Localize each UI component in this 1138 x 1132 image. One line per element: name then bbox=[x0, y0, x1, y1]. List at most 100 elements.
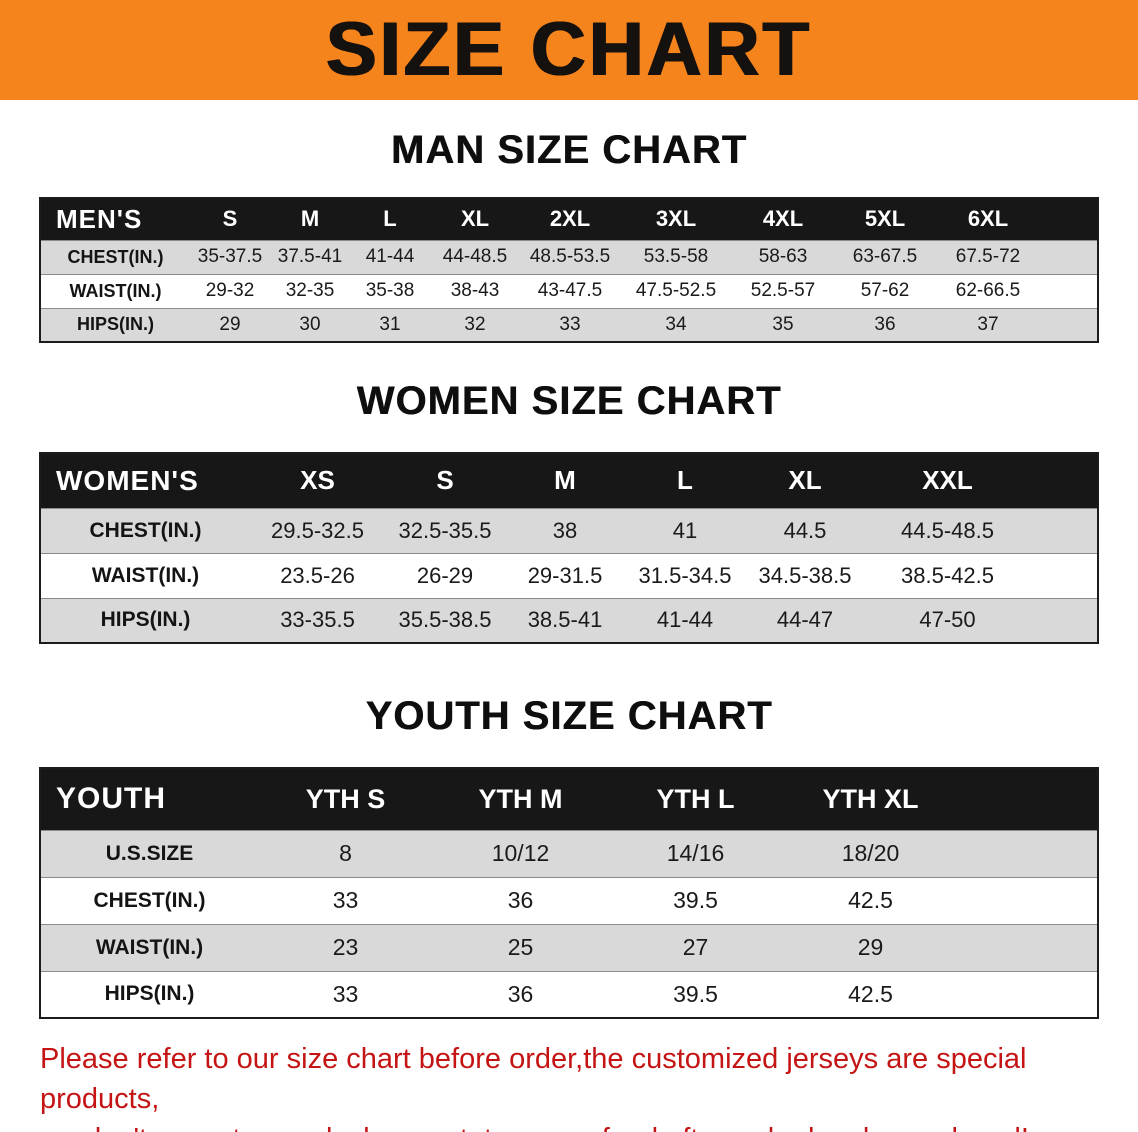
size-column-header: YTH XL bbox=[822, 783, 919, 814]
size-value-cell: 36 bbox=[507, 980, 534, 1007]
size-value-cell: 62-66.5 bbox=[955, 280, 1021, 301]
size-value-cell: 67.5-72 bbox=[955, 246, 1021, 267]
size-value-cell: 52.5-57 bbox=[750, 280, 816, 301]
size-value-cell: 57-62 bbox=[860, 280, 910, 301]
size-column-header: XS bbox=[300, 465, 335, 496]
size-value-cell: 38-43 bbox=[450, 280, 500, 301]
size-value-cell: 29-31.5 bbox=[527, 562, 603, 588]
size-value-cell: 10/12 bbox=[491, 840, 550, 866]
measure-row: WAIST(IN.) 23 25 27 29 bbox=[40, 924, 1098, 971]
size-value-cell: 44-48.5 bbox=[442, 246, 508, 267]
size-value-cell: 34.5-38.5 bbox=[758, 562, 852, 588]
size-value-cell: 48.5-53.5 bbox=[529, 246, 611, 267]
size-value-cell: 41 bbox=[672, 517, 698, 543]
page-title: SIZE CHART bbox=[326, 7, 812, 92]
size-value-cell: 35.5-38.5 bbox=[398, 607, 492, 633]
women-size-section: WOMEN SIZE CHART WOMEN'S XS S M L XL XXL CHEST(… bbox=[0, 379, 1138, 644]
size-value-cell: 44-47 bbox=[776, 607, 834, 633]
filler-cell bbox=[1040, 274, 1098, 308]
row-label: WAIST(IN.) bbox=[69, 280, 162, 301]
measure-row: WAIST(IN.) 23.5-26 26-29 29-31.5 31.5-34.5 34… bbox=[40, 553, 1098, 598]
size-value-cell: 33 bbox=[332, 980, 359, 1007]
row-label: HIPS(IN.) bbox=[104, 982, 195, 1006]
measure-row: CHEST(IN.) 35-37.5 37.5-41 41-44 44-48.5 48.5… bbox=[40, 240, 1098, 274]
notice-line-2: we don't accept cancel, change, teturn o… bbox=[40, 1119, 1100, 1132]
size-value-cell: 42.5 bbox=[848, 980, 893, 1007]
size-value-cell: 39.5 bbox=[673, 980, 718, 1007]
filler-cell bbox=[1030, 598, 1098, 643]
size-value-cell: 8 bbox=[339, 840, 352, 866]
size-value-cell: 47-50 bbox=[919, 607, 976, 633]
measure-row: HIPS(IN.) 29 30 31 32 33 34 35 36 37 bbox=[40, 308, 1098, 342]
row-label: HIPS(IN.) bbox=[76, 314, 154, 335]
women-section-heading: WOMEN SIZE CHART bbox=[356, 379, 782, 423]
size-value-cell: 39.5 bbox=[673, 887, 718, 913]
size-column-header: M bbox=[300, 206, 320, 232]
men-size-table: MEN'S S M L XL 2XL 3XL 4XL 5XL 6XL CHEST(IN.) 35-37… bbox=[39, 197, 1099, 343]
filler-cell bbox=[958, 924, 1098, 971]
size-column-header: L bbox=[677, 465, 693, 496]
size-value-cell: 14/16 bbox=[666, 840, 725, 866]
size-value-cell: 33 bbox=[332, 887, 359, 913]
size-column-header: S bbox=[436, 465, 454, 496]
size-value-cell: 27 bbox=[682, 934, 709, 960]
row-label: HIPS(IN.) bbox=[100, 608, 191, 632]
filler-cell bbox=[958, 877, 1098, 924]
size-column-header: YTH M bbox=[478, 783, 563, 814]
man-section-heading: MAN SIZE CHART bbox=[390, 128, 748, 172]
size-value-cell: 53.5-58 bbox=[643, 246, 709, 267]
size-value-cell: 44.5 bbox=[783, 517, 827, 543]
size-value-cell: 31.5-34.5 bbox=[638, 562, 732, 588]
size-value-cell: 43-47.5 bbox=[537, 280, 603, 301]
size-value-cell: 23.5-26 bbox=[280, 562, 355, 588]
size-value-cell: 38.5-41 bbox=[527, 607, 603, 633]
filler-cell bbox=[1040, 308, 1098, 342]
size-column-header: XXL bbox=[922, 465, 973, 496]
size-value-cell: 47.5-52.5 bbox=[635, 280, 717, 301]
size-column-header: M bbox=[554, 465, 576, 496]
size-value-cell: 34 bbox=[665, 313, 687, 335]
women-size-table: WOMEN'S XS S M L XL XXL CHEST(IN.) 29.5-32.5 32.5… bbox=[39, 452, 1099, 644]
filler-cell bbox=[958, 971, 1098, 1018]
size-value-cell: 32-35 bbox=[285, 280, 335, 301]
measure-row: U.S.SIZE 8 10/12 14/16 18/20 bbox=[40, 830, 1098, 877]
size-value-cell: 29-32 bbox=[205, 280, 255, 301]
size-value-cell: 35-38 bbox=[365, 280, 415, 301]
size-column-header: 4XL bbox=[762, 206, 804, 232]
table-header-row: MEN'S S M L XL 2XL 3XL 4XL 5XL 6XL bbox=[40, 198, 1098, 240]
row-label: WAIST(IN.) bbox=[91, 563, 200, 587]
size-value-cell: 36 bbox=[874, 313, 896, 335]
size-value-cell: 44.5-48.5 bbox=[901, 517, 994, 543]
banner: SIZE CHART bbox=[0, 0, 1138, 100]
table-header-row: YOUTH YTH S YTH M YTH L YTH XL bbox=[40, 768, 1098, 830]
size-value-cell: 26-29 bbox=[416, 562, 474, 588]
row-label: CHEST(IN.) bbox=[67, 246, 164, 267]
size-value-cell: 35 bbox=[772, 313, 794, 335]
size-column-header: 6XL bbox=[967, 206, 1009, 232]
youth-size-section: YOUTH SIZE CHART YOUTH YTH S YTH M YTH L YTH… bbox=[0, 694, 1138, 1019]
table-title: YOUTH bbox=[56, 782, 166, 816]
size-value-cell: 33 bbox=[559, 313, 581, 335]
table-header-row: WOMEN'S XS S M L XL XXL bbox=[40, 453, 1098, 508]
youth-size-table: YOUTH YTH S YTH M YTH L YTH XL U.S.SIZE 8 10/12… bbox=[39, 767, 1099, 1019]
measure-row: HIPS(IN.) 33-35.5 35.5-38.5 38.5-41 41-44 44-… bbox=[40, 598, 1098, 643]
filler-cell bbox=[1040, 198, 1098, 240]
measure-row: HIPS(IN.) 33 36 39.5 42.5 bbox=[40, 971, 1098, 1018]
size-value-cell: 37 bbox=[977, 313, 999, 335]
footer-notice: Please refer to our size chart before or… bbox=[40, 1039, 1100, 1132]
size-value-cell: 42.5 bbox=[848, 887, 893, 913]
size-value-cell: 18/20 bbox=[841, 840, 900, 866]
measure-row: WAIST(IN.) 29-32 32-35 35-38 38-43 43-47.5 47.… bbox=[40, 274, 1098, 308]
size-value-cell: 29 bbox=[219, 313, 241, 335]
size-value-cell: 38 bbox=[552, 517, 578, 543]
size-value-cell: 31 bbox=[379, 313, 401, 335]
size-column-header: 3XL bbox=[655, 206, 697, 232]
size-value-cell: 29 bbox=[857, 934, 884, 960]
size-value-cell: 37.5-41 bbox=[277, 246, 343, 267]
filler-cell bbox=[958, 830, 1098, 877]
youth-section-heading: YOUTH SIZE CHART bbox=[365, 694, 773, 738]
row-label: WAIST(IN.) bbox=[95, 935, 204, 959]
size-value-cell: 25 bbox=[507, 934, 534, 960]
size-value-cell: 63-67.5 bbox=[852, 246, 918, 267]
